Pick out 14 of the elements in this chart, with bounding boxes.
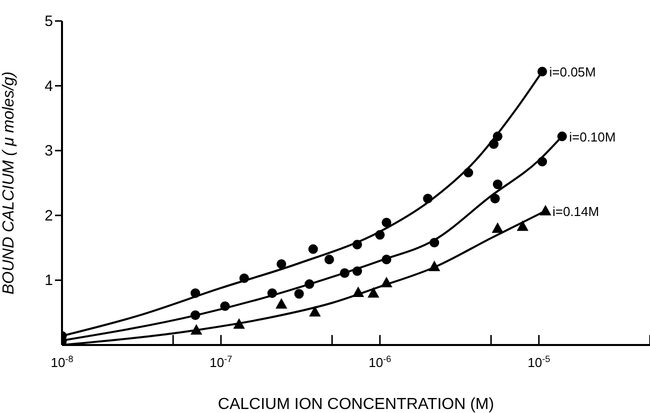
x-tick-label: 10$^{-8}$	[50, 354, 74, 370]
y-axis-title: BOUND CALCIUM ( μ moles/g)	[0, 71, 18, 295]
x-axis-title: CALCIUM ION CONCENTRATION (M)	[218, 396, 494, 413]
x-tick-label: 10$^{-5}$	[528, 354, 550, 370]
y-tick-label: 3	[44, 142, 53, 160]
y-tick-label: 5	[44, 13, 53, 30]
y-tick-label: 1	[44, 272, 53, 290]
series-label: i=0.10M	[569, 129, 616, 144]
x-tick-label: 10$^{-6}$	[368, 354, 392, 370]
x-tick-label: 10$^{-7}$	[210, 354, 232, 370]
series-label: i=0.05M	[549, 64, 596, 80]
series-label: i=0.14M	[552, 204, 600, 219]
y-tick-label: 4	[44, 78, 53, 95]
y-tick-label: 2	[44, 207, 53, 224]
